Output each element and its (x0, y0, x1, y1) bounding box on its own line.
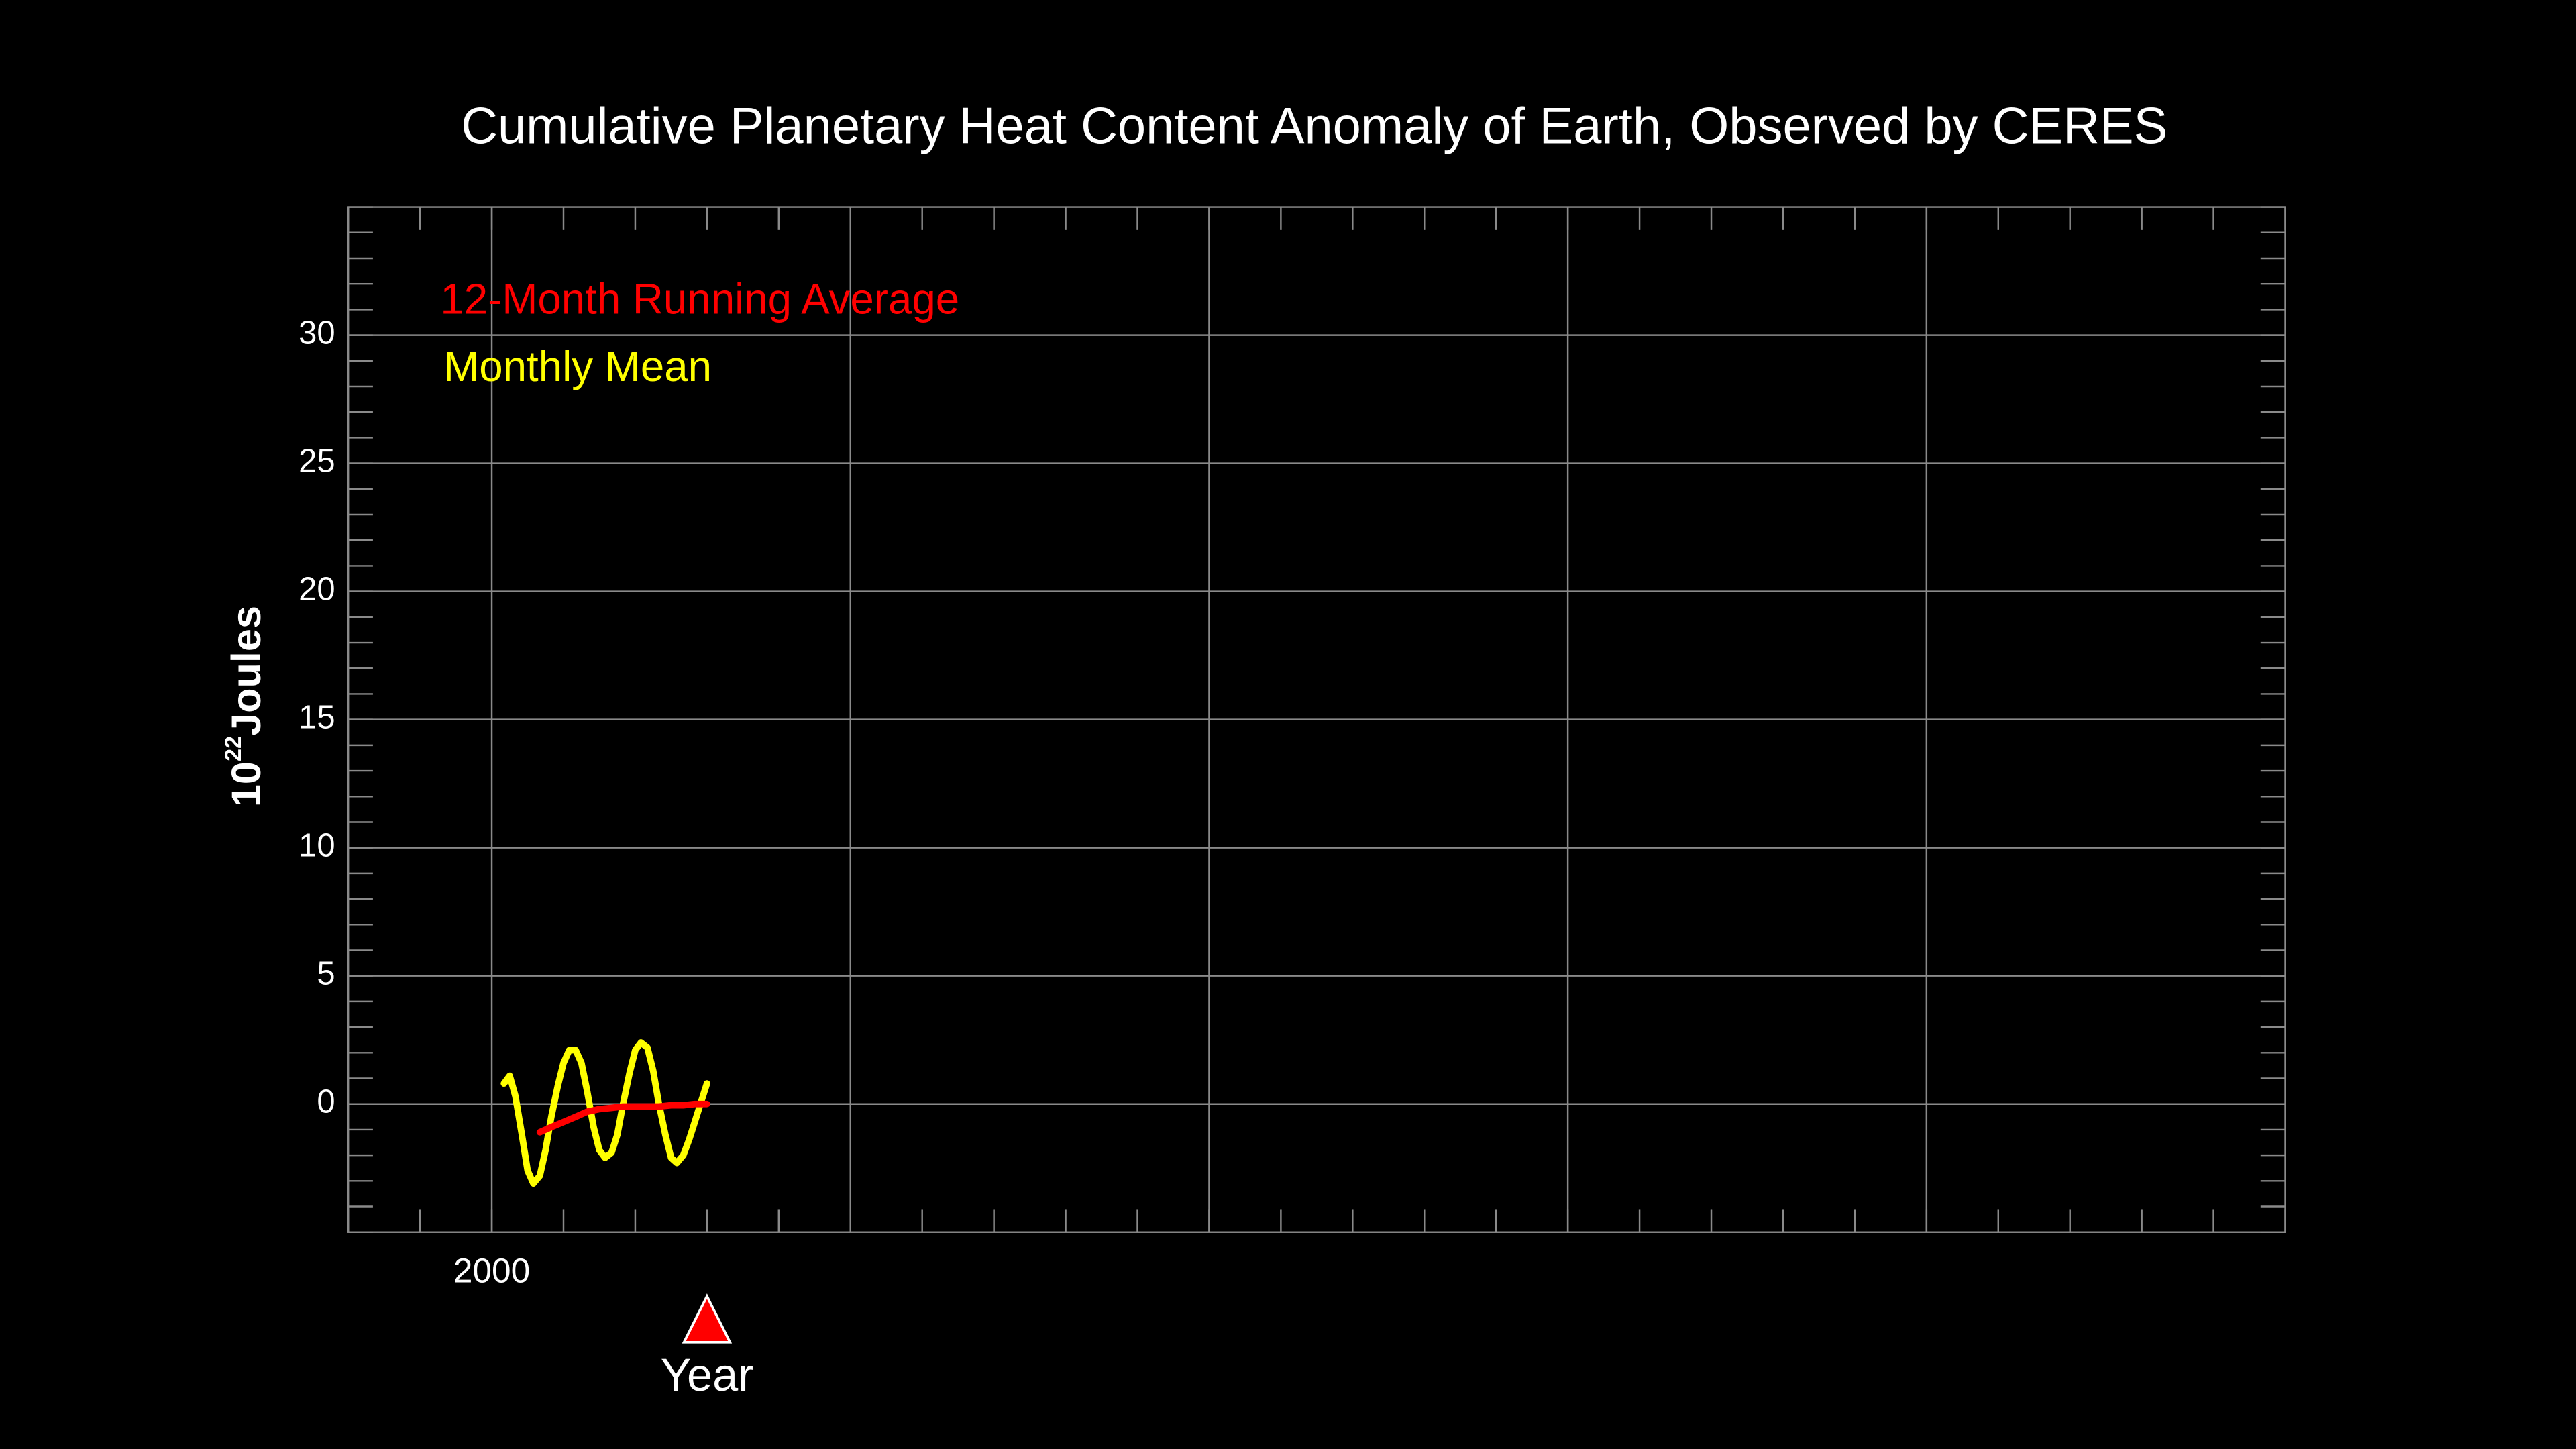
y-tick-label: 20 (299, 572, 335, 608)
y-tick-label: 5 (317, 956, 335, 992)
y-label-unit: Joules (223, 606, 269, 736)
y-tick-label: 30 (299, 315, 335, 352)
chart-title: Cumulative Planetary Heat Content Anomal… (461, 98, 2167, 155)
time-marker (682, 1293, 733, 1344)
plot-frame (347, 206, 2286, 1233)
y-tick-label: 0 (317, 1084, 335, 1120)
y-label-base: 10 (223, 761, 269, 807)
legend-entry: 12-Month Running Average (440, 275, 959, 323)
y-tick-label: 15 (299, 700, 335, 736)
y-axis-label-text: 1022Joules (221, 606, 269, 807)
y-label-exponent: 22 (221, 736, 246, 761)
x-tick-label: 2000 (453, 1251, 530, 1290)
y-axis-label: 1022Joules (221, 606, 269, 807)
legend-entry: Monthly Mean (443, 343, 712, 390)
series-line (500, 1039, 710, 1187)
series-line (536, 1100, 710, 1136)
y-tick-label: 25 (299, 443, 335, 480)
x-axis-label: Year (661, 1349, 754, 1401)
y-tick-label: 10 (299, 828, 335, 864)
